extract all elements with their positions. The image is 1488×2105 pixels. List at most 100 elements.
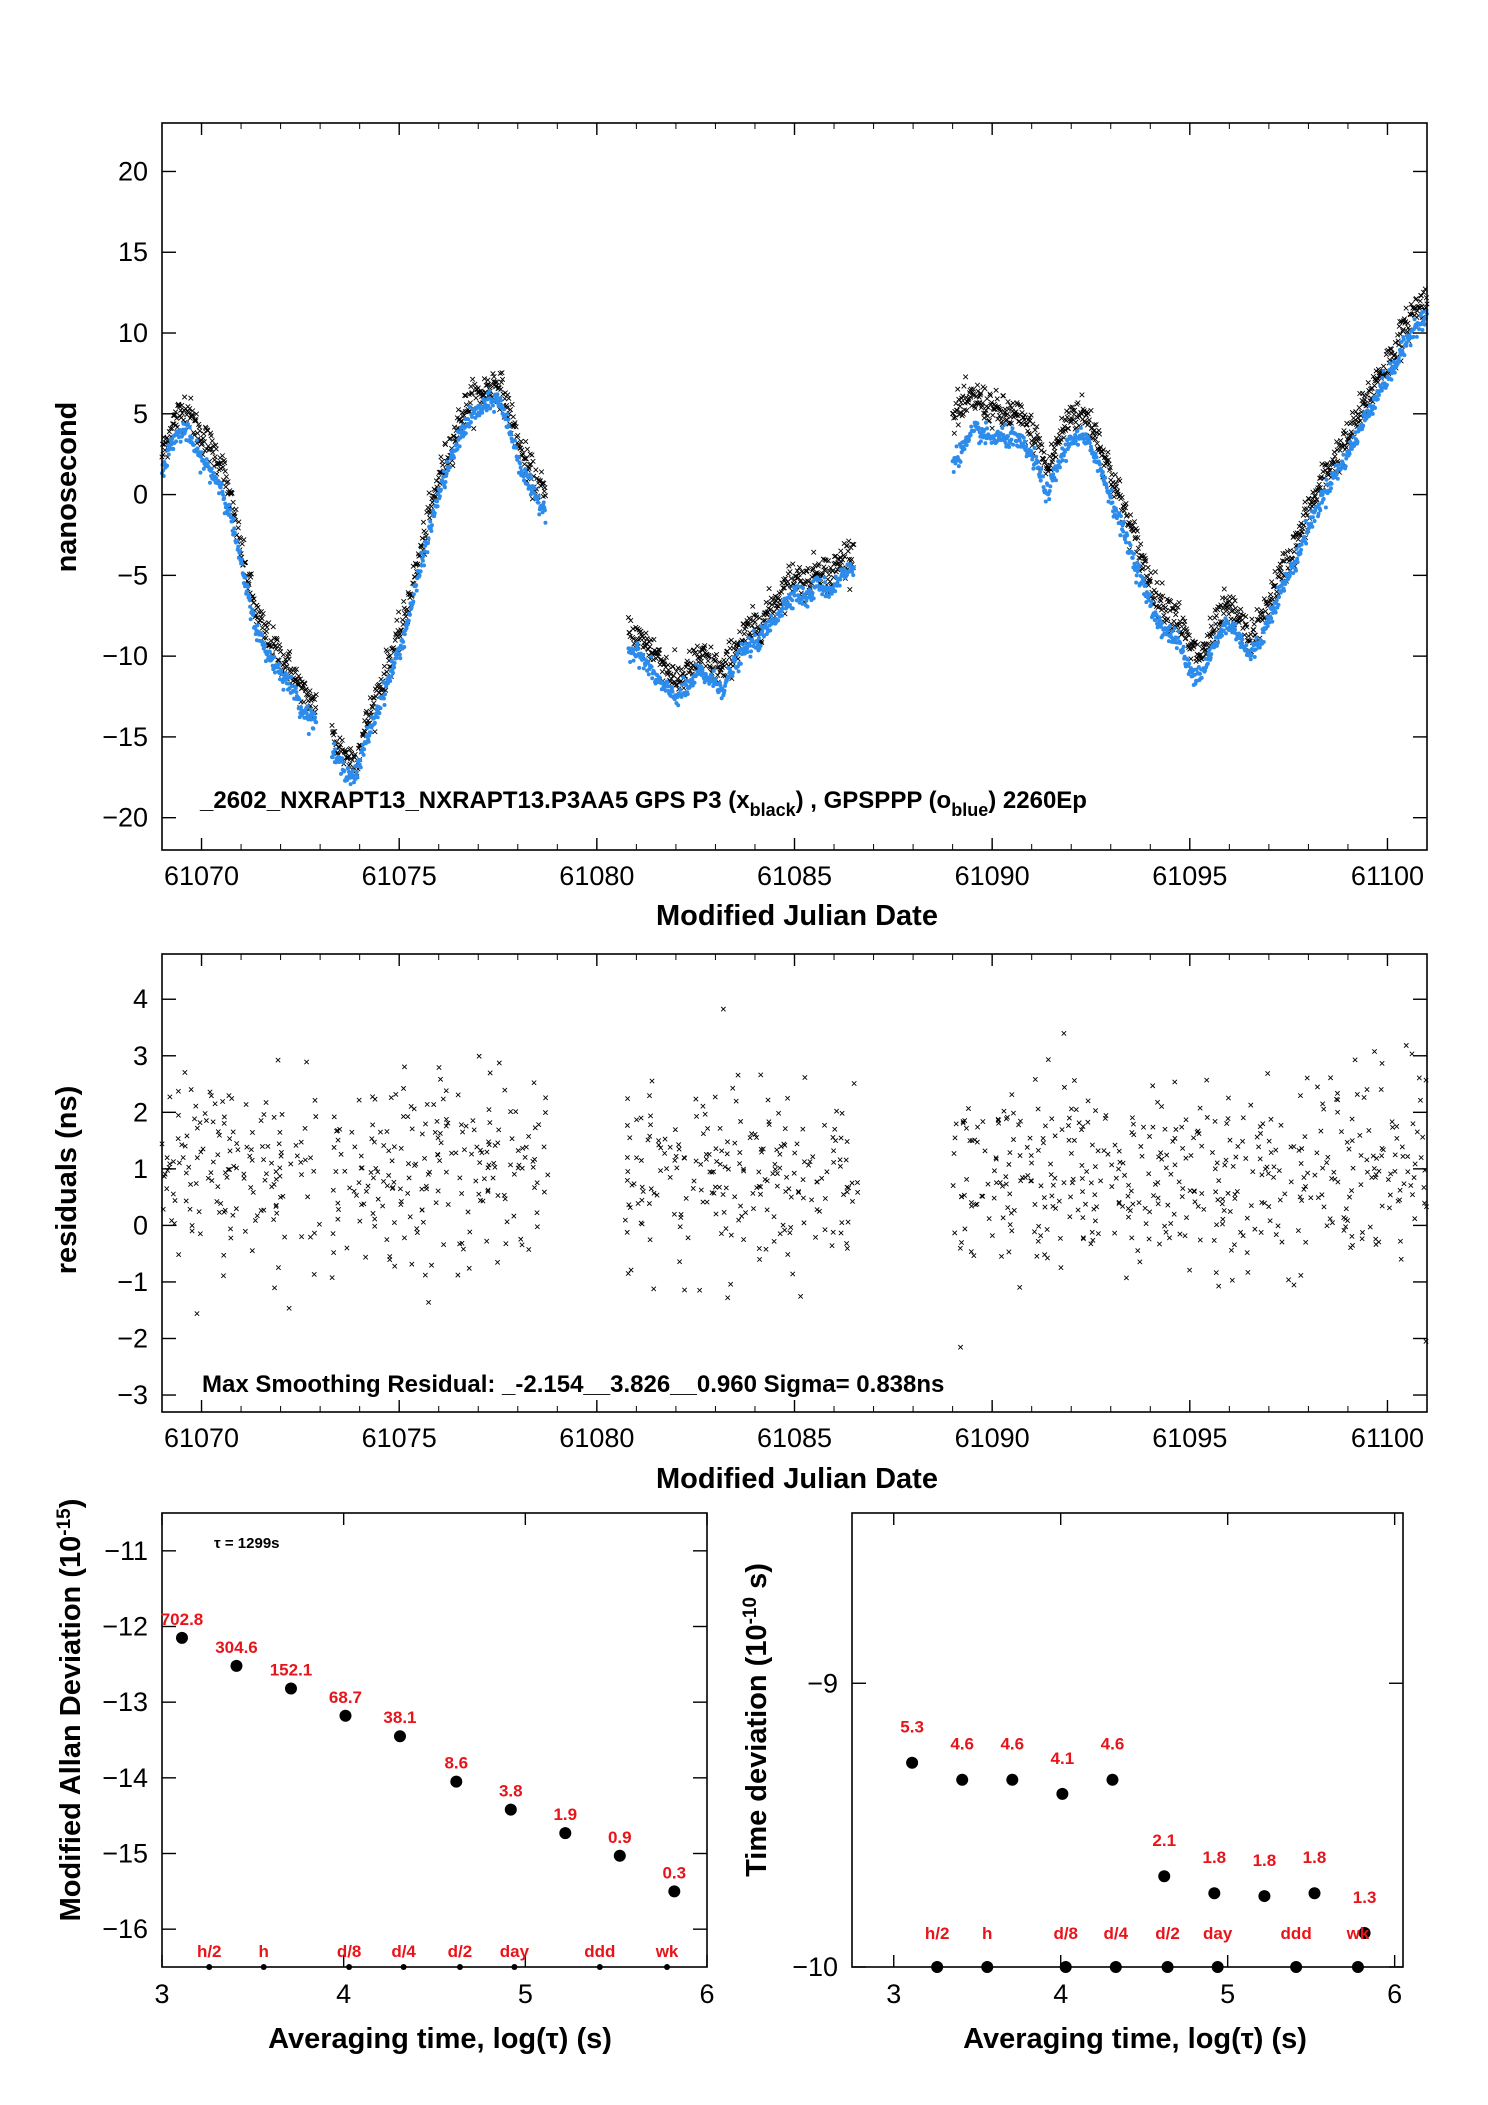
gpsppp-point [397,652,402,657]
gps-p3-point [1183,635,1189,641]
gps-p3-point [705,658,711,664]
gps-p3-point [960,393,966,399]
gps-p3-point [747,617,754,623]
gpsppp-point [1323,505,1328,510]
gpsppp-point [1022,439,1027,444]
x-tick-label: 61080 [559,861,634,891]
gpsppp-point [1220,633,1225,638]
gpsppp-point [637,665,642,670]
gps-p3-point [1123,500,1129,507]
gpsppp-point [1175,635,1180,640]
gps-p3-point [263,635,269,641]
gps-p3-point [703,663,709,669]
gps-p3-point [1173,607,1179,614]
gpsppp-point [968,433,973,438]
gpsppp-point [467,424,472,429]
y-tick-label: −15 [102,722,148,752]
gps-p3-point [222,468,228,474]
gps-p3-point [251,596,257,602]
gpsppp-point [1208,655,1213,660]
gps-p3-point [471,425,477,432]
gpsppp-point [1187,661,1192,666]
gpsppp-point [231,516,236,521]
gps-p3-point [661,661,668,667]
gps-p3-point [1165,616,1171,622]
gps-p3-point [1140,565,1147,571]
gps-p3-point [770,597,776,603]
gps-p3-point [451,424,458,430]
gps-p3-point [702,643,708,649]
gps-p3-point [697,654,703,660]
y-tick-label: −20 [102,803,148,833]
gps-p3-point [1000,393,1007,399]
gpsppp-point [435,504,440,509]
gpsppp-point [1422,322,1427,327]
gpsppp-point [1035,459,1040,464]
gps-p3-point [1098,448,1104,455]
gps-p3-point [1105,449,1111,455]
x-tick-label: 61070 [164,861,239,891]
gps-p3-point [337,742,344,748]
gps-p3-point [198,437,204,443]
gps-p3-point [396,609,402,615]
gpsppp-point [790,606,795,611]
gps-p3-point [670,663,676,670]
gpsppp-point [516,454,521,459]
gpsppp-point [1048,484,1053,489]
gps-p3-point [796,564,803,571]
gps-p3-point [825,558,832,564]
gps-p3-point [384,669,390,675]
x-tick-label: 61080 [559,1423,634,1453]
gpsppp-point [1110,500,1115,505]
gps-p3-point [250,593,256,599]
gpsppp-point [666,684,670,689]
gpsppp-point [247,597,252,602]
gps-p3-point [1106,461,1112,467]
gpsppp-point [665,680,670,685]
gps-p3-point [1008,420,1014,426]
gps-p3-point [1249,616,1255,622]
gps-p3-point [782,576,789,582]
gps-p3-point [1038,447,1044,454]
gps-p3-point [741,631,747,637]
gpsppp-point [826,594,831,599]
gps-p3-point [179,410,185,416]
gps-p3-point [276,657,282,663]
gps-p3-point [845,548,851,554]
annotation-suffix: ) 2260Ep [988,787,1087,814]
gpsppp-point [228,507,233,512]
gpsppp-point [1041,485,1046,490]
gpsppp-point [294,690,299,695]
gpsppp-point [1302,535,1307,540]
gpsppp-point [437,494,442,499]
gpsppp-point [1392,370,1397,375]
gps-p3-point [229,490,235,496]
gps-p3-point [1295,536,1301,542]
gps-p3-point [538,469,545,475]
gpsppp-point [735,652,740,657]
gpsppp-point [985,426,990,431]
gpsppp-point [956,464,961,469]
gpsppp-point [1277,594,1282,599]
gpsppp-point [1109,488,1114,493]
gps-p3-point [462,392,468,399]
gps-p3-point [260,610,266,617]
gps-p3-point [956,396,962,402]
gpsppp-point [1021,435,1026,440]
gps-p3-point [972,405,978,412]
gpsppp-point [259,632,264,637]
gps-p3-point [1158,598,1164,604]
gpsppp-point [377,711,382,716]
gpsppp-point [353,764,358,769]
gpsppp-point [390,670,395,675]
gpsppp-point [851,565,856,570]
gps-p3-point [1135,535,1141,541]
gps-p3-point [362,728,368,735]
gps-p3-point [213,446,219,452]
gpsppp-point [790,598,795,603]
gpsppp-point [355,775,360,780]
gps-p3-point [708,644,714,650]
gpsppp-point [425,550,430,555]
gps-p3-point [996,413,1003,419]
gpsppp-point [1053,478,1058,483]
